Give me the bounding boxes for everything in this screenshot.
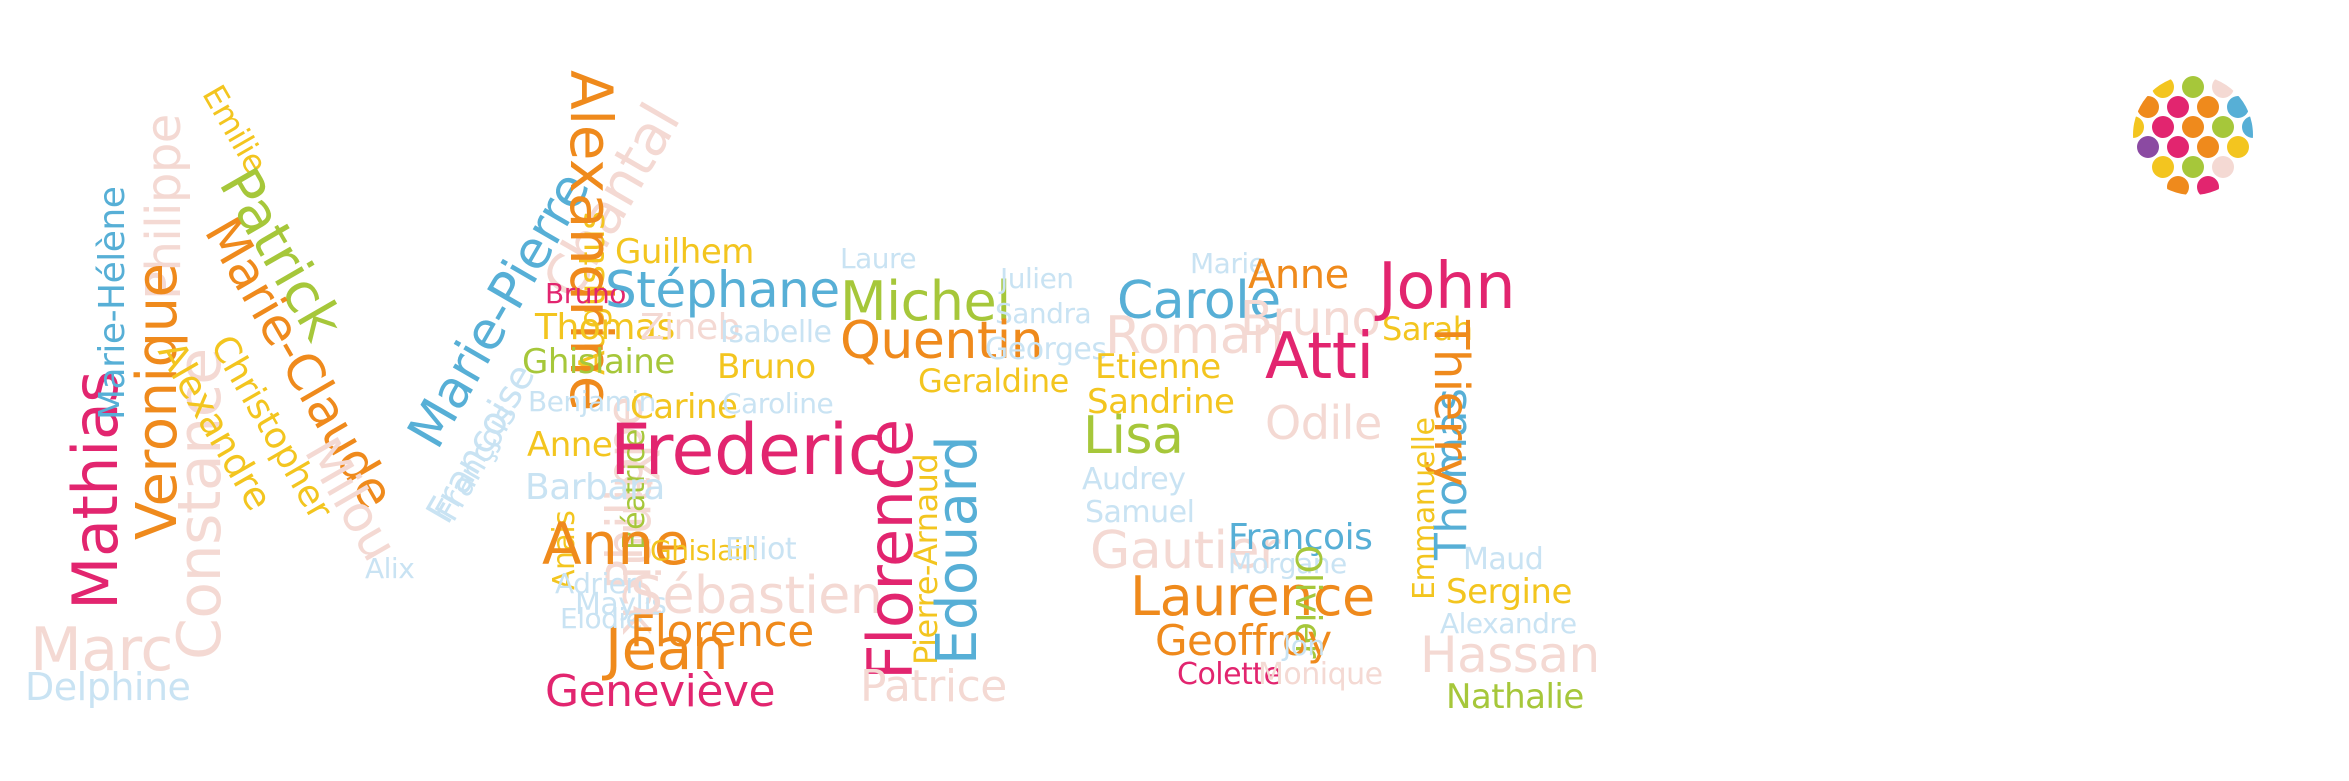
name-word: Roman	[1105, 306, 1284, 366]
name-word: Alexandre	[1440, 607, 1577, 640]
name-word: Isabelle	[720, 315, 832, 350]
name-word: Anne	[1248, 252, 1349, 298]
logo-dot	[2182, 76, 2204, 98]
logo-dot	[2152, 116, 2174, 138]
name-word: Julien	[1000, 262, 1074, 295]
name-word: Geraldine	[918, 362, 1069, 400]
name-word: Alix	[365, 552, 415, 585]
name-word: Delphine	[25, 665, 191, 709]
name-word: Lisa	[1083, 406, 1184, 466]
name-word: Bruno	[717, 347, 816, 387]
logo-dot	[2152, 76, 2174, 98]
name-word: Emmanuelle	[1407, 417, 1442, 600]
logo-dot	[2212, 116, 2234, 138]
logo-dot	[2182, 156, 2204, 178]
name-word: Audrey	[1082, 462, 1186, 497]
name-word: Quentin	[840, 311, 1044, 371]
name-word: Geneviève	[545, 666, 776, 717]
name-word: Zineb	[640, 307, 740, 348]
logo-dot	[2212, 156, 2234, 178]
name-word: Sarah	[1382, 310, 1473, 348]
name-word: Nathalie	[1446, 677, 1584, 717]
name-word: Carole	[1117, 271, 1281, 331]
name-word: Jean	[605, 615, 729, 683]
name-word: Odile	[1265, 396, 1382, 450]
name-word: Maud	[1463, 542, 1544, 577]
name-word: Ghislaine	[522, 342, 675, 382]
name-word: Anne	[527, 425, 613, 465]
name-word: Adrien	[555, 567, 643, 600]
name-word: Gautier	[1090, 521, 1280, 581]
name-word: Florence	[630, 606, 814, 657]
name-word: Jon	[1283, 629, 1325, 662]
logo-dot	[2137, 136, 2159, 158]
name-word: Benjamin	[528, 385, 656, 418]
name-word: Sébastien	[630, 566, 883, 626]
logo-dot	[2197, 96, 2219, 118]
logo-dot	[2242, 116, 2253, 138]
name-word: Anne	[542, 510, 689, 578]
name-word: Thomas	[535, 307, 675, 348]
colored-dots-logo	[2133, 76, 2253, 195]
logo-dot	[2182, 116, 2204, 138]
name-word: Sandra	[995, 297, 1092, 330]
name-word: Etienne	[1095, 347, 1221, 387]
name-word: Frederic	[610, 409, 886, 491]
logo-dot	[2137, 96, 2159, 118]
logo-dot	[2197, 136, 2219, 158]
name-word: Monique	[1258, 657, 1383, 692]
name-word: Bruno	[1240, 291, 1381, 347]
name-word: Patrice	[860, 661, 1007, 712]
name-word: Elliot	[725, 532, 797, 567]
name-word: Caroline	[722, 387, 834, 420]
name-word: Barbara	[525, 467, 665, 508]
name-word: John	[1378, 250, 1516, 324]
logo-dot	[2197, 176, 2219, 195]
name-word: François	[1228, 517, 1373, 558]
name-word: Marc	[30, 615, 173, 685]
name-word: Edouard	[925, 435, 990, 665]
name-word: Atti	[1265, 320, 1374, 394]
name-word: Samuel	[1085, 495, 1195, 530]
name-word: Guilhem	[615, 232, 754, 272]
name-word: Colette	[1177, 657, 1282, 692]
logo-dot	[2167, 96, 2189, 118]
name-word: Stéphane	[605, 261, 840, 319]
name-word: Michel	[840, 270, 1011, 333]
name-word: Morgane	[1228, 547, 1347, 580]
name-word: Hassan	[1420, 626, 1600, 684]
name-word: Carine	[630, 387, 738, 427]
name-word: Ghislain	[650, 534, 759, 567]
name-word: Geoffroy	[1155, 616, 1332, 665]
logo-dot	[2227, 96, 2249, 118]
logo-dot	[2167, 136, 2189, 158]
name-word: Laurence	[1130, 565, 1375, 628]
name-word: Sandrine	[1087, 382, 1235, 422]
name-word: Bruno	[545, 277, 626, 310]
logo-dot	[2133, 116, 2144, 138]
logo-dot	[2227, 136, 2249, 158]
logo-dot	[2152, 156, 2174, 178]
logo-dot	[2212, 76, 2234, 98]
name-word: Elodie	[560, 602, 643, 635]
name-word: Laure	[840, 242, 917, 275]
name-word: Georges	[985, 332, 1107, 367]
name-word: Sergine	[1446, 572, 1572, 612]
name-word: Maylis	[575, 587, 667, 622]
logo-dot	[2167, 176, 2189, 195]
name-word: Marie	[1190, 247, 1266, 280]
